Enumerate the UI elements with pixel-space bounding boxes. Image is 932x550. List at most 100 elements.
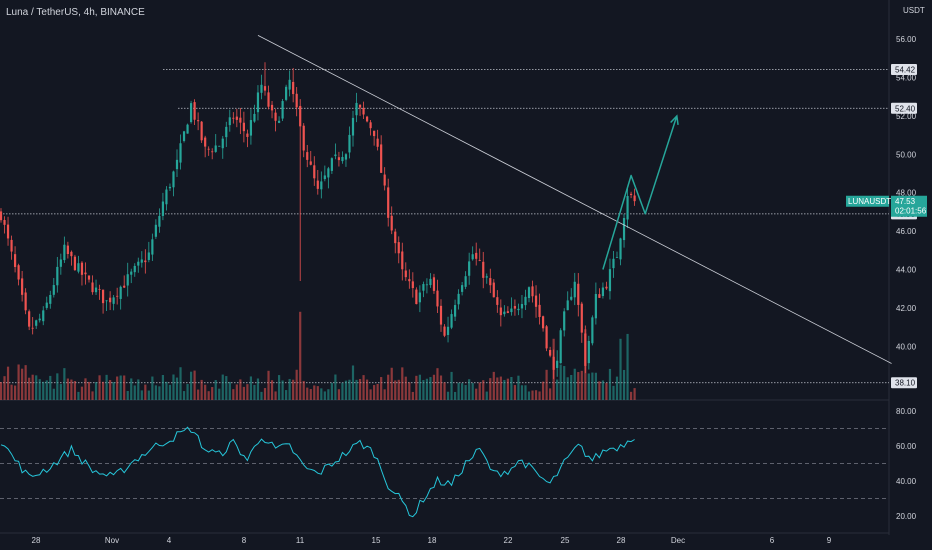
candle-body[interactable] — [408, 279, 411, 282]
candle-body[interactable] — [619, 238, 622, 260]
candle-body[interactable] — [232, 117, 235, 119]
candle-body[interactable] — [461, 285, 464, 292]
candle-body[interactable] — [228, 117, 231, 126]
candle-body[interactable] — [253, 113, 256, 122]
candle-body[interactable] — [6, 224, 10, 239]
candle-body[interactable] — [158, 215, 161, 227]
candle-body[interactable] — [263, 86, 267, 91]
candle-body[interactable] — [277, 120, 281, 123]
candle-body[interactable] — [242, 122, 245, 132]
candle-body[interactable] — [351, 117, 355, 136]
candle-body[interactable] — [443, 326, 446, 336]
candle-body[interactable] — [369, 122, 372, 129]
candle-body[interactable] — [288, 79, 291, 90]
candle-body[interactable] — [538, 304, 541, 317]
candle-body[interactable] — [320, 181, 323, 190]
candle-body[interactable] — [432, 277, 436, 291]
candle-body[interactable] — [629, 193, 633, 195]
candle-body[interactable] — [531, 286, 534, 297]
candle-body[interactable] — [573, 281, 576, 298]
candle-body[interactable] — [380, 144, 383, 173]
rsi-line[interactable] — [0, 426, 635, 518]
candle-body[interactable] — [362, 107, 365, 115]
candle-body[interactable] — [66, 245, 69, 255]
candle-body[interactable] — [98, 289, 101, 290]
candle-body[interactable] — [598, 294, 601, 298]
candle-body[interactable] — [204, 137, 207, 147]
candle-body[interactable] — [422, 284, 425, 291]
candle-body[interactable] — [344, 154, 348, 160]
candle-body[interactable] — [179, 143, 182, 163]
candle-body[interactable] — [626, 195, 629, 220]
candle-body[interactable] — [506, 311, 509, 313]
symbol-badge[interactable] — [846, 195, 889, 207]
candle-body[interactable] — [186, 124, 189, 134]
candle-body[interactable] — [355, 102, 358, 116]
level-price-badge[interactable] — [891, 377, 917, 389]
candle-body[interactable] — [21, 278, 24, 295]
candle-body[interactable] — [496, 297, 499, 305]
candle-body[interactable] — [84, 272, 87, 275]
candle-body[interactable] — [49, 295, 52, 304]
candle-body[interactable] — [436, 290, 439, 307]
candle-body[interactable] — [35, 320, 38, 326]
candle-body[interactable] — [334, 154, 337, 157]
candle-body[interactable] — [475, 252, 478, 259]
time-axis[interactable]: 28 Nov 4 8 11 15 18 22 25 28 Dec 6 9 — [32, 536, 832, 545]
candle-body[interactable] — [239, 117, 242, 123]
candle-body[interactable] — [559, 330, 562, 364]
candle-body[interactable] — [566, 300, 569, 311]
candle-body[interactable] — [3, 219, 6, 225]
candle-body[interactable] — [429, 278, 432, 286]
candle-body[interactable] — [218, 145, 221, 147]
candle-body[interactable] — [383, 174, 386, 186]
candle-body[interactable] — [450, 314, 453, 328]
drawings[interactable] — [257, 34, 892, 364]
candle-body[interactable] — [140, 259, 143, 263]
candle-body[interactable] — [154, 224, 157, 237]
candle-body[interactable] — [267, 92, 270, 107]
candle-body[interactable] — [341, 156, 344, 162]
candle-body[interactable] — [556, 360, 559, 368]
candle-body[interactable] — [151, 239, 154, 255]
candle-body[interactable] — [189, 103, 193, 123]
candle-body[interactable] — [584, 333, 587, 366]
candle-body[interactable] — [299, 105, 302, 127]
rsi-pane[interactable]: 20.00 40.00 60.00 80.00 — [0, 407, 917, 521]
candle-body[interactable] — [411, 281, 414, 289]
candle-body[interactable] — [358, 104, 362, 108]
candle-body[interactable] — [337, 157, 341, 161]
candle-body[interactable] — [425, 284, 429, 286]
candle-body[interactable] — [387, 187, 390, 218]
candle-body[interactable] — [31, 327, 34, 329]
candle-body[interactable] — [601, 287, 605, 297]
candle-body[interactable] — [520, 304, 524, 309]
candle-body[interactable] — [24, 292, 27, 311]
candle-body[interactable] — [594, 294, 597, 319]
candle-body[interactable] — [0, 211, 3, 221]
candle-body[interactable] — [292, 81, 295, 95]
candle-body[interactable] — [534, 295, 538, 307]
candle-body[interactable] — [52, 285, 55, 295]
candle-body[interactable] — [401, 251, 404, 270]
candle-body[interactable] — [42, 310, 45, 322]
candle-body[interactable] — [306, 152, 309, 160]
descending-trendline[interactable] — [257, 34, 892, 364]
candle-body[interactable] — [80, 262, 84, 275]
candle-body[interactable] — [119, 286, 122, 299]
candle-body[interactable] — [485, 276, 488, 278]
candle-body[interactable] — [207, 148, 210, 150]
candle-body[interactable] — [235, 116, 238, 120]
candle-body[interactable] — [612, 258, 615, 269]
candle-body[interactable] — [274, 112, 277, 121]
candle-body[interactable] — [439, 305, 443, 325]
candle-body[interactable] — [161, 201, 165, 216]
candle-body[interactable] — [517, 308, 520, 311]
candle-body[interactable] — [112, 297, 115, 304]
candle-body[interactable] — [605, 286, 608, 289]
candle-body[interactable] — [249, 120, 253, 136]
candle-body[interactable] — [182, 131, 186, 141]
candle-body[interactable] — [330, 158, 333, 171]
candle-body[interactable] — [281, 101, 284, 119]
